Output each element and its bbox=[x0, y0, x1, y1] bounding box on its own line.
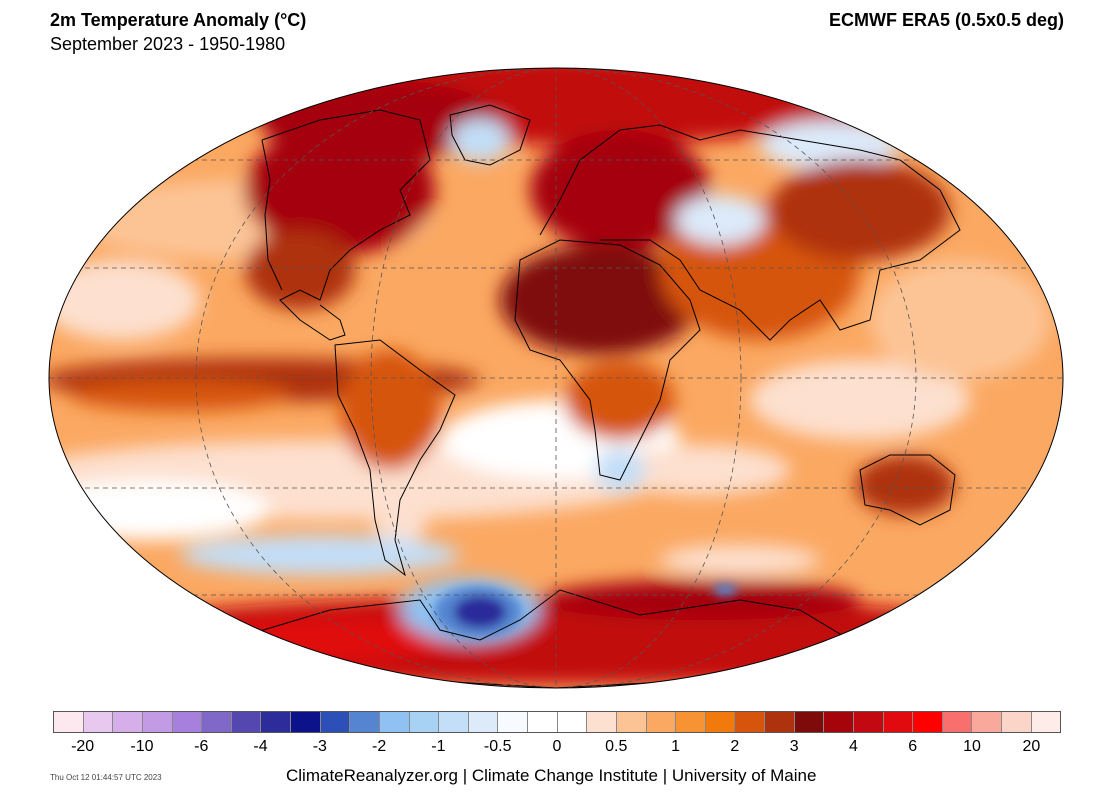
generated-timestamp: Thu Oct 12 01:44:57 UTC 2023 bbox=[50, 773, 162, 782]
cold-anomaly-weddell bbox=[434, 584, 737, 638]
colorbar-tick-label: 20 bbox=[1022, 738, 1041, 755]
colorbar-swatch bbox=[350, 712, 380, 732]
dataset-source: ECMWF ERA5 (0.5x0.5 deg) bbox=[828, 10, 1064, 30]
colorbar-swatch bbox=[824, 712, 854, 732]
colorbar-tick-label: 2 bbox=[730, 738, 740, 755]
colorbar-swatch bbox=[142, 712, 173, 732]
colorbar-swatch bbox=[705, 712, 736, 732]
colorbar-swatch bbox=[646, 712, 677, 732]
colorbar-tick-label: -0.5 bbox=[483, 738, 512, 755]
colorbar-tick-label: -6 bbox=[194, 738, 209, 755]
colorbar-swatch bbox=[883, 712, 914, 732]
colorbar-swatch bbox=[528, 712, 558, 732]
colorbar-swatch bbox=[557, 712, 588, 732]
colorbar-swatch bbox=[468, 712, 499, 732]
colorbar-tick-label: -20 bbox=[71, 738, 95, 755]
colorbar-swatch bbox=[676, 712, 706, 732]
map-title: 2m Temperature Anomaly (°C) bbox=[50, 10, 307, 30]
colorbar-swatch bbox=[794, 712, 825, 732]
colorbar-swatch bbox=[113, 712, 143, 732]
colorbar-swatch bbox=[172, 712, 203, 732]
colorbar-swatch bbox=[291, 712, 321, 732]
colorbar-swatch bbox=[913, 712, 943, 732]
colorbar-swatch bbox=[616, 712, 647, 732]
colorbar-swatch bbox=[54, 712, 84, 732]
credit-line: ClimateReanalyzer.org | Climate Change I… bbox=[286, 766, 817, 785]
colorbar-swatch bbox=[587, 712, 617, 732]
colorbar-tick-label: 4 bbox=[849, 738, 858, 755]
colorbar-swatch bbox=[320, 712, 351, 732]
colorbar-swatch bbox=[942, 712, 973, 732]
colorbar-swatch bbox=[765, 712, 795, 732]
colorbar-swatch bbox=[853, 712, 884, 732]
colorbar-tick-label: 0 bbox=[552, 738, 562, 755]
colorbar-swatch bbox=[439, 712, 469, 732]
colorbar-tick-label: -2 bbox=[371, 738, 387, 755]
anomaly-field bbox=[49, 68, 1050, 685]
colorbar-tick-label: -4 bbox=[253, 738, 268, 755]
colorbar-swatch bbox=[1002, 712, 1032, 732]
colorbar-swatch bbox=[231, 712, 262, 732]
colorbar-swatch bbox=[972, 712, 1002, 732]
colorbar-tick-label: 10 bbox=[963, 738, 981, 755]
colorbar-tick-label: -1 bbox=[431, 738, 446, 755]
colorbar-swatch bbox=[83, 712, 114, 732]
colorbar-tick-label: 0.5 bbox=[605, 738, 628, 755]
colorbar-swatch bbox=[735, 712, 765, 732]
temperature-anomaly-map bbox=[48, 67, 1064, 689]
map-border bbox=[48, 67, 1064, 689]
map-subtitle: September 2023 - 1950-1980 bbox=[50, 34, 286, 54]
colorbar-swatch bbox=[409, 712, 440, 732]
colorbar-tick-label: -10 bbox=[130, 738, 154, 755]
colorbar-swatch bbox=[498, 712, 528, 732]
colorbar-tick-label: 6 bbox=[908, 738, 918, 755]
colorbar-tick-label: 3 bbox=[789, 738, 799, 755]
colorbar-swatch bbox=[261, 712, 291, 732]
colorbar-swatch bbox=[1031, 712, 1061, 732]
colorbar-swatch bbox=[202, 712, 232, 732]
colorbar bbox=[53, 711, 1061, 733]
colorbar-tick-label: 1 bbox=[671, 738, 681, 755]
graticule bbox=[49, 68, 1063, 688]
colorbar-swatch bbox=[379, 712, 410, 732]
colorbar-tick-label: -3 bbox=[312, 738, 327, 755]
